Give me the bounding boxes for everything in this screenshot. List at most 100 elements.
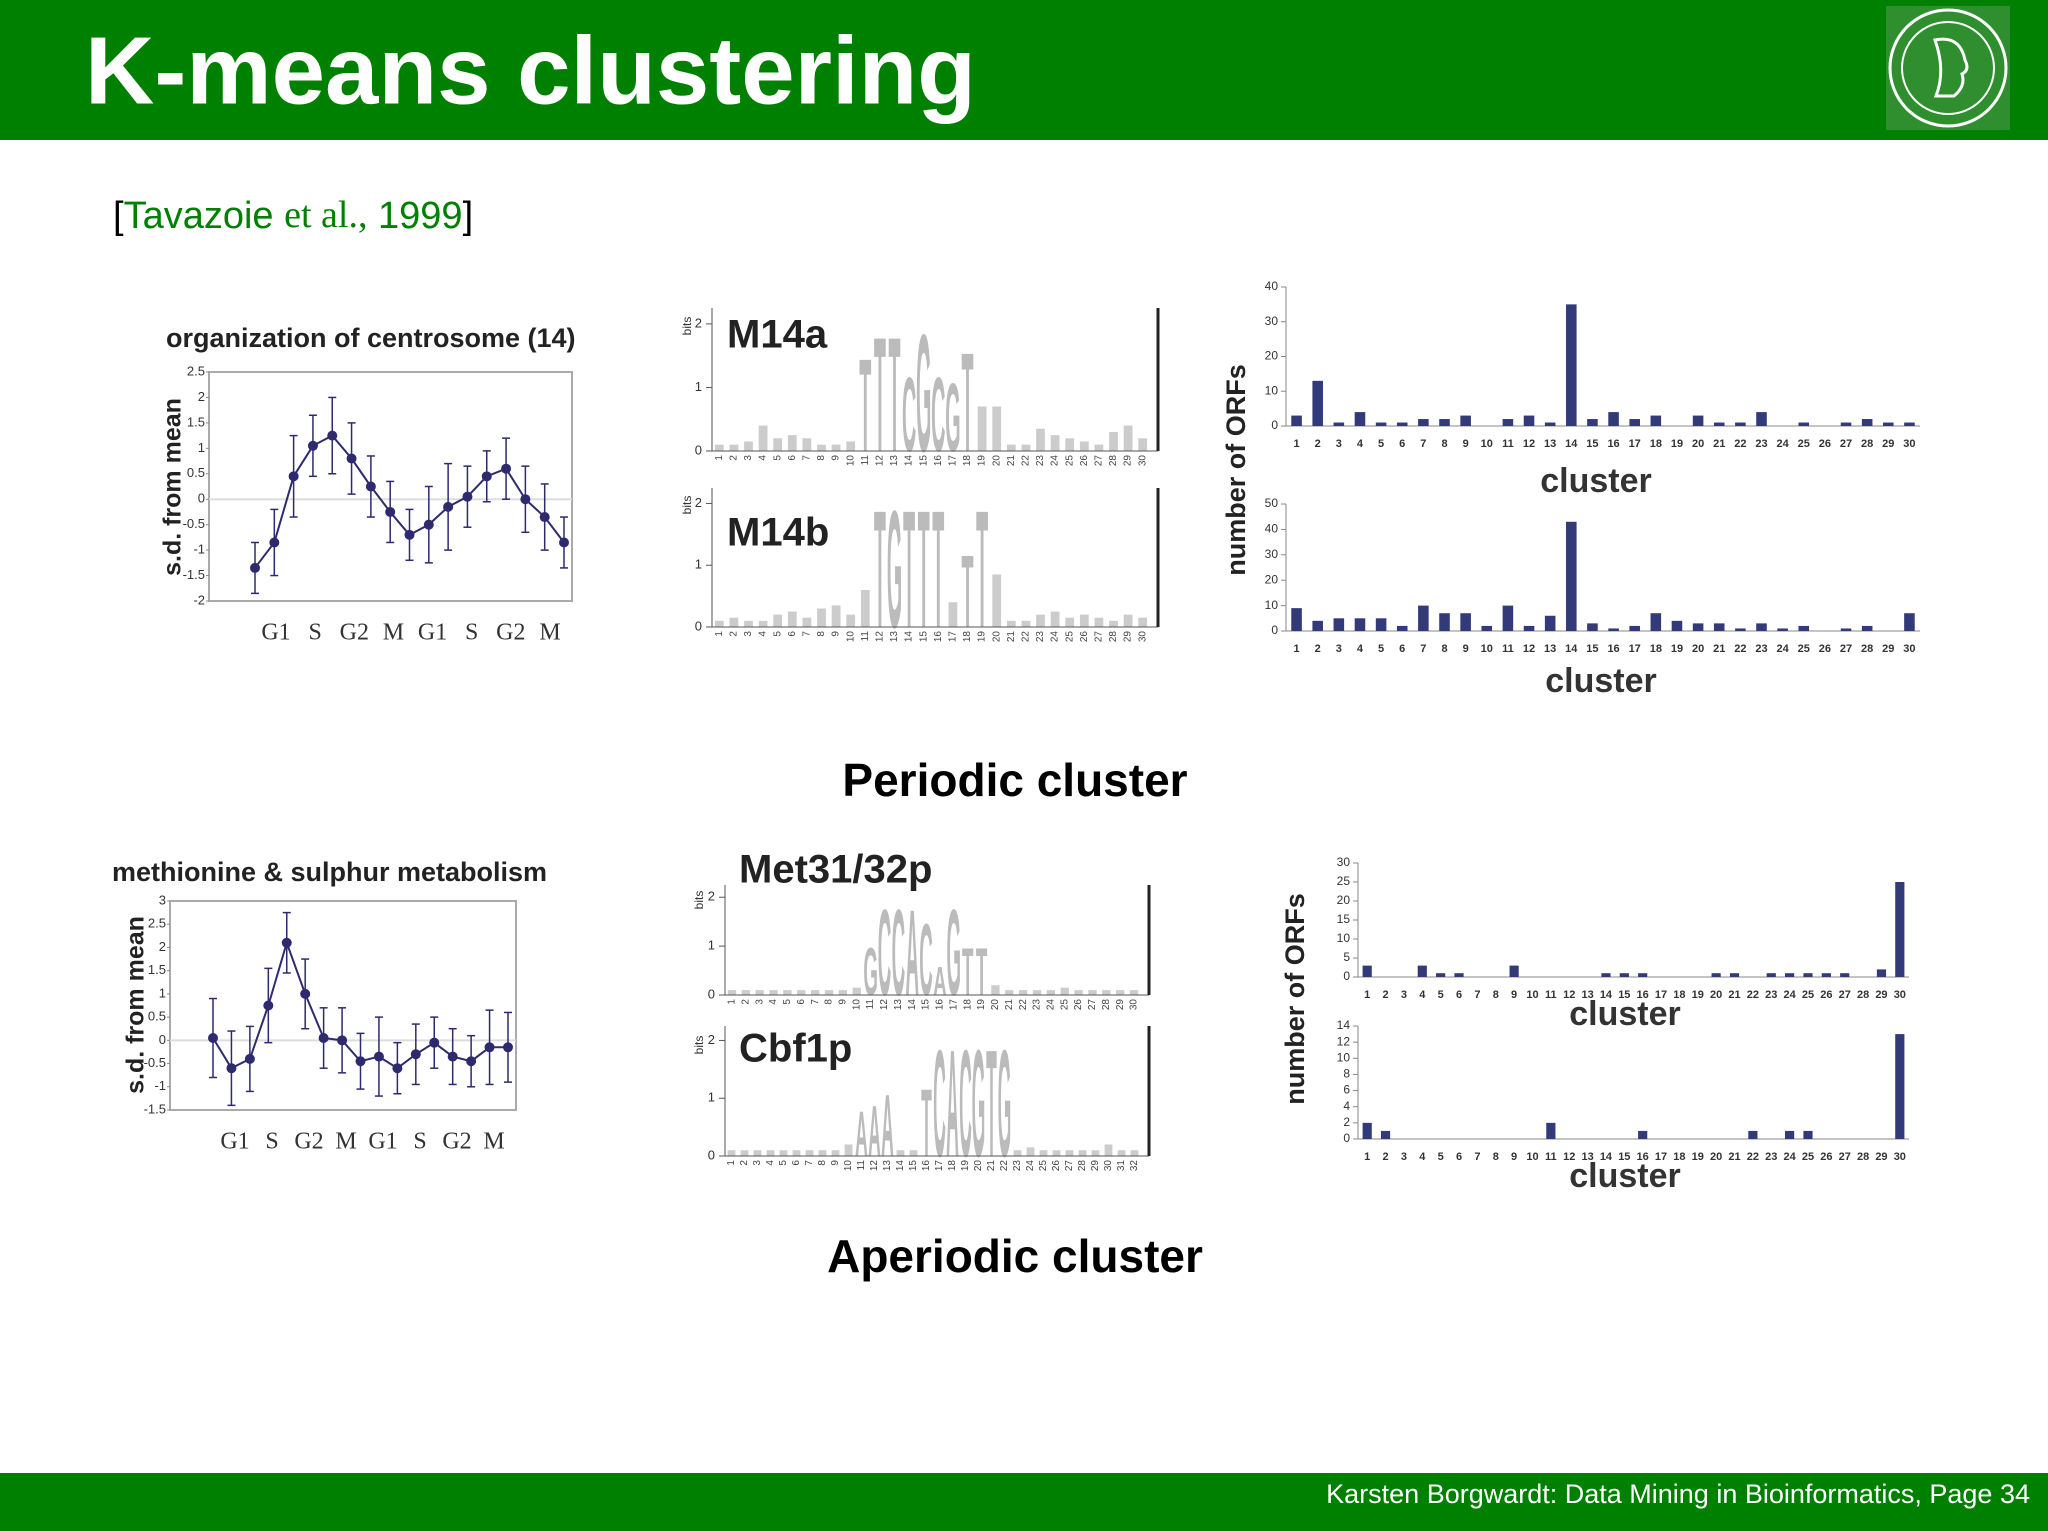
bar xyxy=(1460,415,1471,426)
y-tick-label: 0 xyxy=(708,986,715,1001)
logo-column xyxy=(802,438,812,451)
data-point xyxy=(484,1042,495,1053)
position-label: 12 xyxy=(875,631,886,643)
position-label: 3 xyxy=(752,1160,763,1166)
position-label: 4 xyxy=(758,631,769,637)
x-tick-label: 8 xyxy=(1493,989,1499,1001)
position-label: 20 xyxy=(991,631,1002,643)
position-label: 17 xyxy=(948,631,959,643)
position-label: 4 xyxy=(765,1160,776,1166)
bar xyxy=(1375,618,1387,631)
position-label: 23 xyxy=(1035,631,1046,643)
logo-letter: C xyxy=(933,1018,946,1188)
bar xyxy=(1380,1130,1391,1139)
logo-column xyxy=(1026,1147,1035,1156)
logo-column xyxy=(1065,1150,1074,1156)
y-tick-label: 2.5 xyxy=(148,916,166,931)
y-tick-label: 0 xyxy=(695,618,702,633)
logo-letter: T xyxy=(918,477,930,664)
position-label: 2 xyxy=(739,1160,750,1166)
logo-letter: T xyxy=(932,477,944,664)
bar xyxy=(1418,605,1429,631)
position-label: 6 xyxy=(796,999,807,1005)
position-label: 25 xyxy=(1064,455,1075,467)
citation-close: ] xyxy=(463,195,474,237)
data-point xyxy=(250,562,260,573)
position-label: 26 xyxy=(1079,631,1090,643)
data-point xyxy=(404,529,415,540)
position-label: 24 xyxy=(1050,455,1061,467)
x-tick-label: 9 xyxy=(1463,438,1469,450)
position-label: 25 xyxy=(1064,631,1075,643)
y-tick-label: 30 xyxy=(1337,855,1351,869)
bar xyxy=(1566,304,1577,426)
x-tick-label: 12 xyxy=(1523,438,1535,450)
position-label: 28 xyxy=(1108,455,1119,467)
y-tick-label: 20 xyxy=(1337,893,1351,907)
logo-letter: G xyxy=(945,364,960,472)
position-label: 27 xyxy=(1064,1160,1075,1172)
y-tick-label: -0.5 xyxy=(144,1055,166,1070)
y-axis-label: number of ORFs xyxy=(1280,893,1310,1105)
citation-open: [ xyxy=(113,195,124,237)
x-tick-label: 5 xyxy=(1378,643,1384,655)
position-label: 14 xyxy=(904,455,915,467)
logo-column xyxy=(727,990,737,995)
logo-column xyxy=(991,985,1000,995)
bar xyxy=(1608,628,1619,631)
x-tick-label: 16 xyxy=(1607,643,1619,655)
y-tick-label: 2 xyxy=(1343,1115,1350,1129)
data-point xyxy=(373,1051,384,1062)
bar xyxy=(1650,613,1662,631)
data-point xyxy=(385,506,396,517)
position-label: 23 xyxy=(1035,455,1046,467)
x-group-label: G2 xyxy=(294,1129,323,1155)
citation-etal: et al., xyxy=(284,194,367,236)
logo-letter: T xyxy=(903,477,915,664)
bar xyxy=(1638,1130,1648,1139)
logo-column xyxy=(909,1150,918,1156)
x-group-label: G2 xyxy=(496,620,525,646)
y-tick-label: 1 xyxy=(159,985,166,1000)
bar xyxy=(1895,882,1905,977)
x-tick-label: 1 xyxy=(1364,1151,1370,1163)
bar xyxy=(1803,973,1813,977)
bar xyxy=(1895,1034,1905,1139)
logo-column xyxy=(1138,438,1148,451)
logo-column xyxy=(787,435,797,451)
x-tick-label: 3 xyxy=(1336,643,1342,655)
x-tick-label: 24 xyxy=(1777,438,1790,450)
y-tick-label: -1 xyxy=(193,542,205,557)
position-label: 18 xyxy=(962,999,973,1011)
y-axis-label: s.d. from mean xyxy=(159,398,187,576)
logo-column xyxy=(817,444,826,451)
position-label: 21 xyxy=(1004,999,1015,1011)
y-tick-label: 0 xyxy=(695,442,702,457)
logo-column xyxy=(779,1150,788,1156)
y-tick-label: 12 xyxy=(1337,1034,1351,1048)
bar xyxy=(1713,422,1725,426)
position-label: 16 xyxy=(933,455,944,467)
logo-column xyxy=(729,617,739,627)
logo-letter: A xyxy=(868,1091,881,1172)
x-group-label: M xyxy=(335,1129,356,1155)
y-tick-label: 20 xyxy=(1265,349,1279,363)
y-tick-label: 0 xyxy=(1271,418,1278,432)
position-label: 15 xyxy=(921,999,932,1011)
logo-column xyxy=(1102,990,1111,995)
bar xyxy=(1861,625,1873,631)
data-point xyxy=(423,519,434,530)
logo-column xyxy=(1018,990,1028,995)
position-label: 23 xyxy=(1012,1160,1023,1172)
position-label: 6 xyxy=(787,631,798,637)
position-label: 24 xyxy=(1046,999,1057,1011)
data-point xyxy=(392,1063,403,1074)
x-tick-label: 15 xyxy=(1618,989,1630,1001)
bar xyxy=(1417,965,1427,977)
bar xyxy=(1883,422,1894,426)
logo-column xyxy=(852,987,861,995)
position-label: 15 xyxy=(908,1160,919,1172)
logo-column xyxy=(1013,1150,1022,1156)
logo-letter: C xyxy=(878,885,892,1022)
x-tick-label: 21 xyxy=(1713,438,1725,450)
